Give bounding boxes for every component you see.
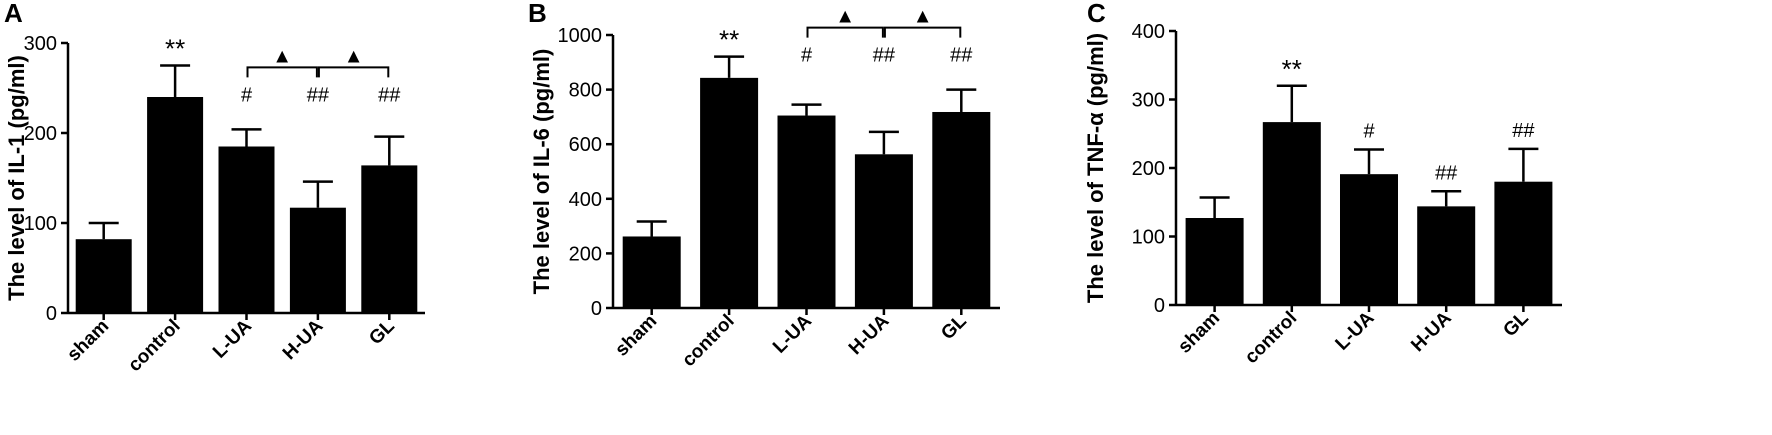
significance-bracket	[317, 66, 390, 78]
panel-letter: A	[4, 0, 23, 28]
significance-hash: ##	[950, 45, 973, 67]
y-tick-label: 400	[569, 189, 602, 211]
panel-c: C The level of TNF-α (pg/ml) 0 100 200 300 400…	[1083, 0, 1562, 368]
y-axis-label: The level of TNF-α (pg/ml)	[1083, 33, 1108, 303]
x-tick-label: L-UA	[769, 310, 816, 357]
panel-letter: B	[528, 0, 547, 28]
bar-sham	[1185, 218, 1244, 305]
x-tick-label: sham	[1174, 308, 1224, 358]
y-tick-label: 600	[569, 134, 602, 156]
bar-sham	[622, 236, 681, 308]
significance-hash: ##	[378, 84, 401, 106]
significance-hash: #	[241, 84, 253, 106]
significance-hash: #	[1363, 121, 1375, 143]
y-axis-label: The level of IL-6 (pg/ml)	[529, 49, 554, 295]
significance-hash: ##	[1435, 162, 1458, 184]
x-tick-label: H-UA	[279, 315, 328, 364]
panel-b: B The level of IL-6 (pg/ml) 0 200 400 600 800 1…	[528, 0, 1000, 371]
bracket-marker: ▲	[835, 6, 855, 28]
significance-stars: **	[1282, 54, 1302, 84]
x-tick-label: H-UA	[1407, 307, 1456, 356]
significance-stars: **	[719, 25, 739, 55]
y-axis-label: The level of IL-1 (pg/ml)	[4, 55, 29, 301]
y-tick-label: 300	[1132, 90, 1165, 112]
y-tick-label: 100	[24, 213, 57, 235]
bracket-marker: ▲	[913, 6, 933, 28]
x-tick-label: L-UA	[209, 315, 256, 362]
x-tick-label: sham	[611, 311, 661, 361]
significance-bracket	[883, 26, 962, 38]
bar-control	[1262, 122, 1321, 305]
bar-GL	[361, 165, 418, 313]
bar-H-UA	[1417, 206, 1476, 305]
bracket-marker: ▲	[344, 45, 364, 67]
significance-stars: **	[165, 34, 185, 64]
y-tick-label: 1000	[558, 25, 603, 47]
bar-GL	[1494, 181, 1553, 305]
y-tick-label: 200	[1132, 158, 1165, 180]
x-tick-label: GL	[365, 315, 399, 349]
x-tick-label: H-UA	[845, 310, 894, 359]
significance-hash: #	[801, 45, 813, 67]
bar-L-UA	[1340, 174, 1398, 305]
y-tick-label: 0	[46, 303, 57, 325]
bar-H-UA	[289, 207, 346, 313]
significance-hash: ##	[1512, 120, 1535, 142]
panel-letter: C	[1087, 0, 1106, 28]
bar-sham	[75, 239, 132, 313]
x-tick-label: control	[1241, 308, 1301, 368]
bar-control	[700, 77, 759, 309]
x-tick-label: GL	[1499, 307, 1533, 341]
x-tick-label: sham	[63, 316, 113, 366]
significance-hash: ##	[873, 45, 896, 67]
x-tick-label: L-UA	[1332, 307, 1379, 354]
bar-L-UA	[777, 115, 836, 308]
y-tick-label: 0	[1154, 295, 1165, 317]
significance-hash: ##	[307, 84, 330, 106]
y-tick-label: 800	[569, 80, 602, 102]
bar-H-UA	[854, 154, 913, 308]
panel-a: A The level of IL-1 (pg/ml) 0 100 200 300 sham…	[4, 0, 425, 376]
bracket-marker: ▲	[272, 45, 292, 67]
y-tick-label: 300	[24, 33, 57, 55]
y-tick-label: 100	[1132, 227, 1165, 249]
significance-bracket	[806, 26, 884, 38]
bar-GL	[932, 111, 991, 309]
bar-L-UA	[218, 146, 275, 313]
y-tick-label: 200	[24, 123, 57, 145]
x-tick-label: control	[678, 311, 738, 371]
x-tick-label: control	[124, 316, 184, 376]
y-tick-label: 200	[569, 243, 602, 265]
x-tick-label: GL	[937, 310, 971, 344]
bar-control	[147, 97, 204, 313]
y-tick-label: 400	[1132, 21, 1165, 43]
y-tick-label: 0	[591, 298, 602, 320]
significance-bracket	[246, 66, 318, 78]
